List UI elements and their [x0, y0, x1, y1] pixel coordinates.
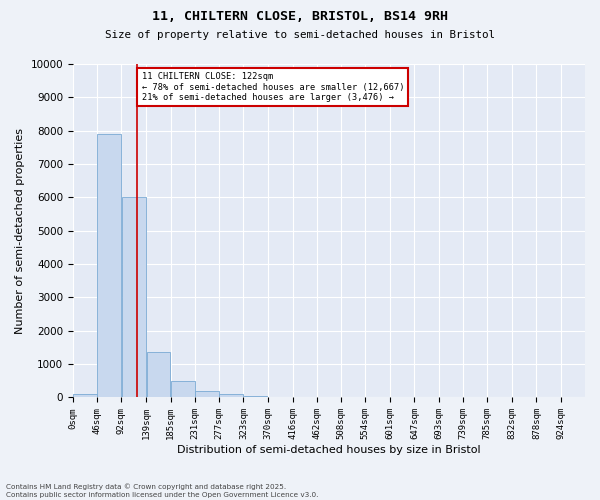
Bar	[195, 391, 219, 398]
Bar	[220, 394, 243, 398]
X-axis label: Distribution of semi-detached houses by size in Bristol: Distribution of semi-detached houses by …	[177, 445, 481, 455]
Text: 11, CHILTERN CLOSE, BRISTOL, BS14 9RH: 11, CHILTERN CLOSE, BRISTOL, BS14 9RH	[152, 10, 448, 23]
Text: 11 CHILTERN CLOSE: 122sqm
← 78% of semi-detached houses are smaller (12,667)
21%: 11 CHILTERN CLOSE: 122sqm ← 78% of semi-…	[142, 72, 404, 102]
Bar	[171, 381, 194, 398]
Y-axis label: Number of semi-detached properties: Number of semi-detached properties	[15, 128, 25, 334]
Bar	[244, 396, 268, 398]
Bar	[73, 394, 97, 398]
Text: Contains HM Land Registry data © Crown copyright and database right 2025.
Contai: Contains HM Land Registry data © Crown c…	[6, 484, 319, 498]
Bar	[122, 198, 146, 398]
Bar	[97, 134, 121, 398]
Bar	[146, 352, 170, 398]
Text: Size of property relative to semi-detached houses in Bristol: Size of property relative to semi-detach…	[105, 30, 495, 40]
